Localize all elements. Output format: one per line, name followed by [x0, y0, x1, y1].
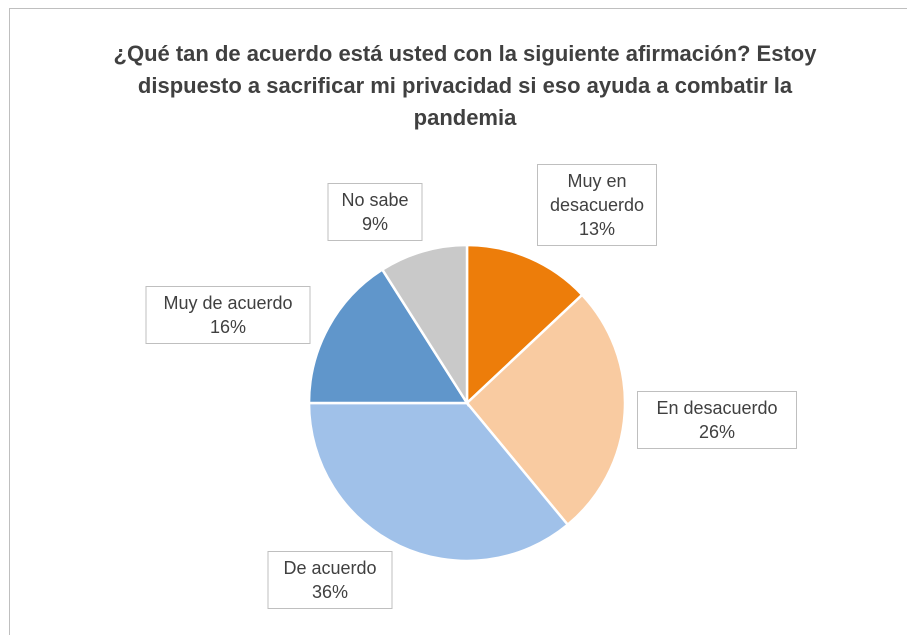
chart-border [9, 8, 907, 635]
chart-title: ¿Qué tan de acuerdo está usted con la si… [113, 41, 817, 130]
data-label: Muy en desacuerdo 13% [537, 164, 657, 246]
label-value: 36% [311, 582, 349, 602]
pie-slice [380, 243, 469, 408]
data-label: De acuerdo 36% [267, 551, 393, 609]
data-label: No sabe 9% [327, 183, 423, 241]
data-label: En desacuerdo 26% [637, 391, 797, 449]
label-value: 26% [698, 422, 736, 442]
label-name: Muy de acuerdo [163, 293, 293, 313]
label-name: De acuerdo [283, 558, 377, 578]
label-name: En desacuerdo [656, 398, 778, 418]
label-name: No sabe [341, 190, 409, 210]
data-label: Muy de acuerdo 16% [145, 286, 311, 344]
pie-slice [465, 293, 627, 527]
pie-slice [307, 267, 470, 405]
pie-slice [465, 243, 584, 406]
label-value: 13% [578, 219, 616, 239]
label-name: Muy en desacuerdo [549, 171, 645, 215]
label-value: 16% [209, 317, 247, 337]
pie-slice [307, 401, 570, 563]
label-value: 9% [361, 214, 388, 234]
